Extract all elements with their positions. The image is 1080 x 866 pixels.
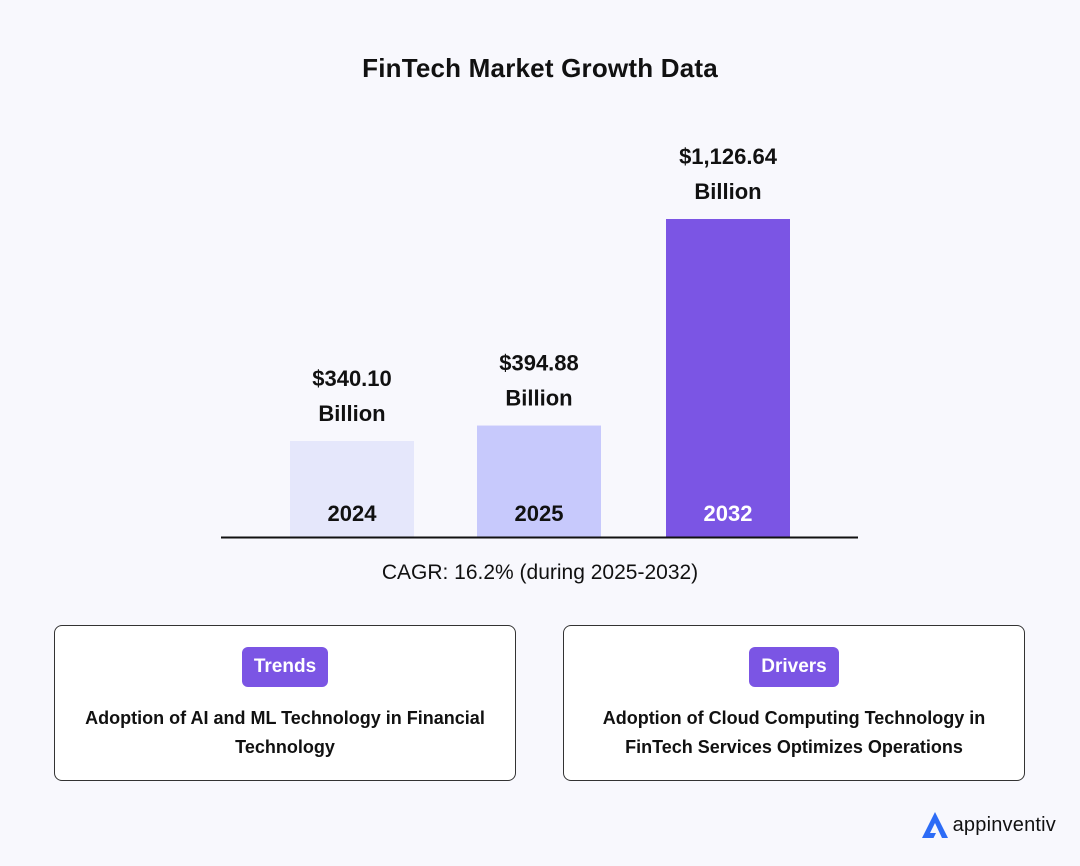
category-label-2032: 2032 [704, 501, 753, 526]
chart-title: FinTech Market Growth Data [362, 53, 718, 83]
data-label-2024-line-2: Billion [318, 401, 385, 426]
trends-card: Trends Adoption of AI and ML Technology … [54, 625, 516, 781]
bar-2032 [666, 219, 790, 537]
appinventiv-logo-icon [921, 812, 948, 838]
data-label-2025-line-1: $394.88 [499, 351, 579, 376]
drivers-badge: Drivers [749, 647, 839, 687]
brand-name: appinventiv [952, 813, 1056, 836]
data-label-2025-line-2: Billion [505, 386, 572, 411]
category-label-2025: 2025 [515, 501, 564, 526]
drivers-card: Drivers Adoption of Cloud Computing Tech… [563, 625, 1025, 781]
trends-badge: Trends [241, 647, 329, 687]
trends-text: Adoption of AI and ML Technology in Fina… [85, 708, 485, 757]
data-label-2032-line-2: Billion [694, 179, 761, 204]
category-label-2024: 2024 [328, 501, 378, 526]
cagr-annotation: CAGR: 16.2% (during 2025-2032) [381, 561, 699, 584]
bar-2025 [477, 425, 601, 537]
bar-2024 [290, 441, 414, 537]
brand-logo: appinventiv [920, 810, 1056, 840]
drivers-text: Adoption of Cloud Computing Technology i… [602, 708, 986, 757]
data-label-2032-line-1: $1,126.64 [679, 144, 778, 169]
data-label-2024-line-1: $340.10 [312, 366, 392, 391]
